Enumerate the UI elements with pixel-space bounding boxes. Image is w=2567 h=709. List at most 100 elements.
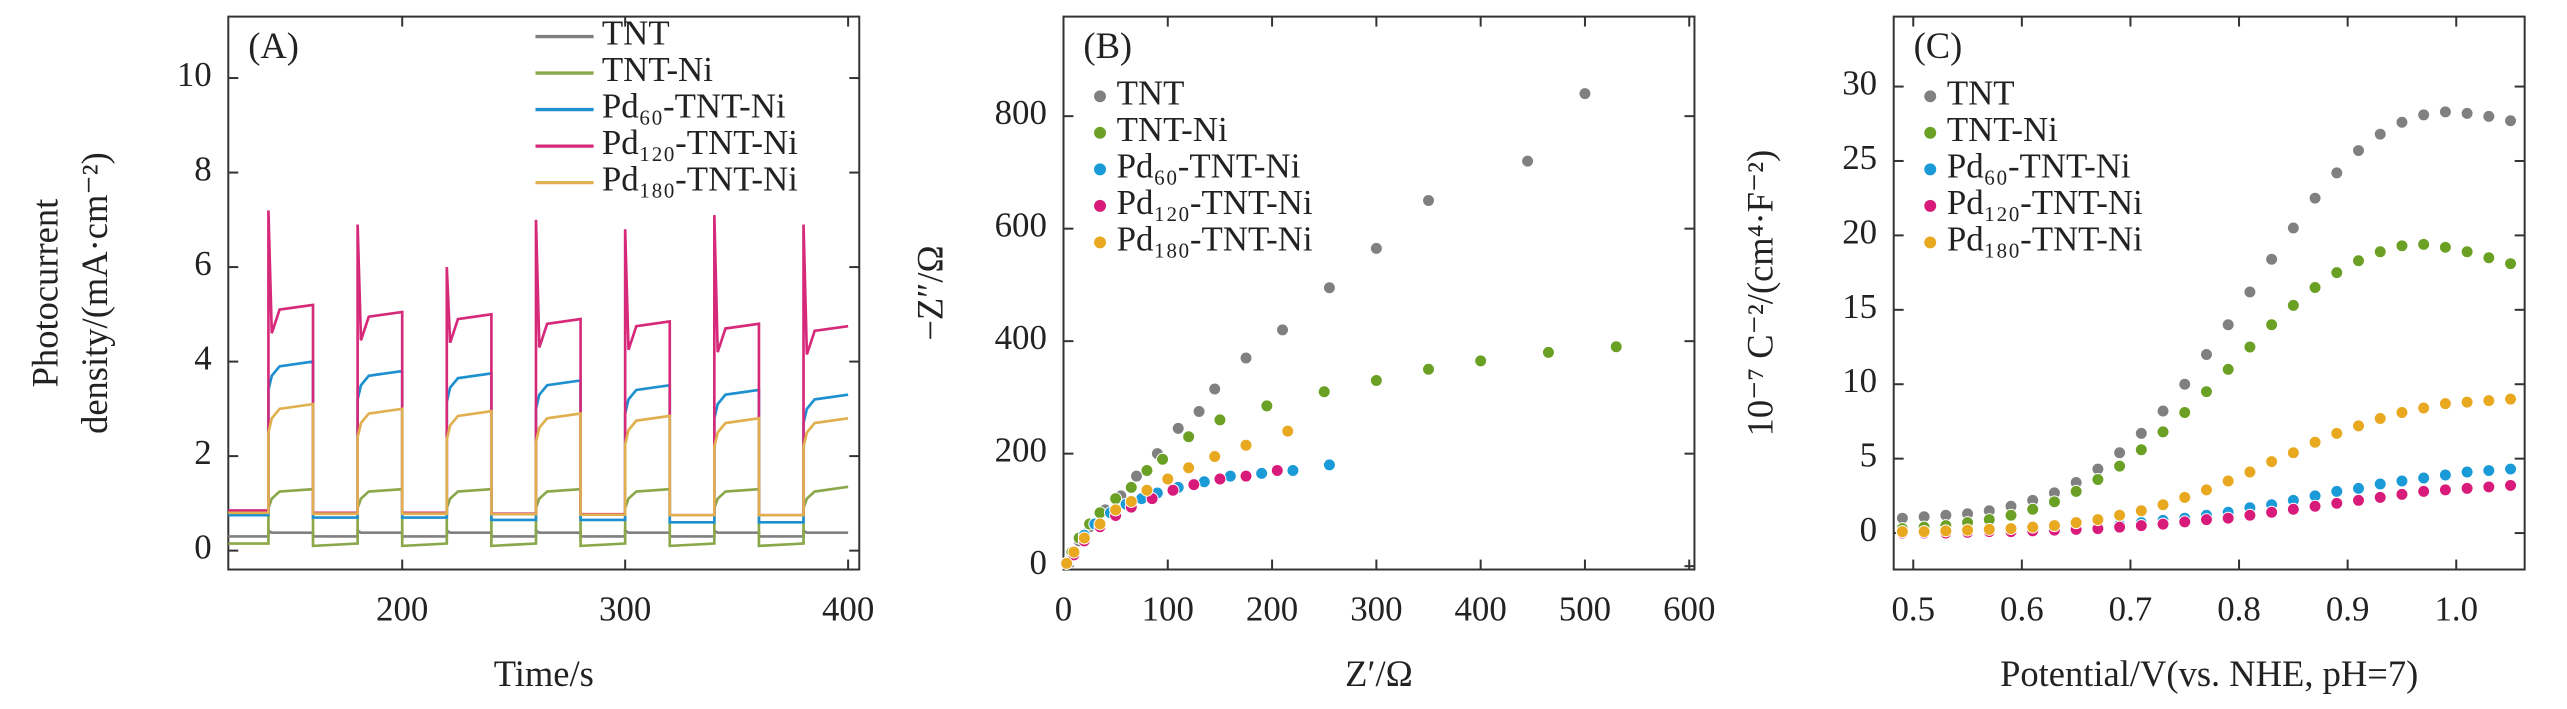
x-axis-title: Potential/V(vs. NHE, pH=7)	[2000, 653, 2418, 694]
legend-label: TNT-Ni	[1117, 110, 1228, 149]
data-point	[2417, 484, 2431, 498]
data-point	[2482, 251, 2496, 265]
data-point	[2221, 318, 2235, 332]
data-point	[2352, 254, 2365, 268]
data-point	[2504, 462, 2518, 476]
legend-label: Pd₆₀-TNT-Ni	[1117, 146, 1301, 185]
data-point	[2156, 498, 2170, 512]
data-point	[2265, 318, 2279, 332]
data-point	[2438, 240, 2452, 254]
y-axis-title: density/(mA·cm⁻²)	[74, 152, 115, 434]
legend-label: TNT	[602, 14, 670, 53]
y-tick-label: 800	[995, 93, 1047, 132]
panel-label: (A)	[248, 25, 299, 66]
data-point	[2156, 517, 2170, 531]
data-point	[2352, 493, 2365, 507]
y-tick-label: 5	[1860, 436, 1877, 475]
data-point	[2156, 404, 2170, 418]
data-point	[2417, 108, 2431, 122]
data-point	[1109, 503, 1123, 517]
legend-label: Pd₁₈₀-TNT-Ni	[602, 160, 798, 199]
data-point	[2243, 285, 2257, 299]
legend-label: Pd₁₂₀-TNT-Ni	[602, 123, 798, 162]
data-point	[1124, 494, 1138, 508]
data-point	[2178, 377, 2192, 391]
data-point	[1213, 472, 1227, 486]
data-point	[1187, 478, 1201, 492]
y-tick-label: 4	[194, 339, 211, 378]
y-tick-label: 0	[194, 528, 211, 567]
data-point	[2504, 392, 2518, 406]
legend-label: Pd₁₈₀-TNT-Ni	[1117, 219, 1313, 258]
data-point	[1060, 556, 1074, 570]
plot-frame	[227, 15, 861, 571]
data-point	[2482, 394, 2496, 408]
data-point	[2047, 519, 2061, 533]
data-point	[1541, 345, 1555, 359]
data-line	[228, 402, 849, 517]
data-point	[2113, 459, 2127, 473]
data-point	[2352, 481, 2365, 495]
data-point	[2199, 385, 2213, 399]
data-point	[2504, 114, 2518, 128]
y-tick-label: 600	[995, 206, 1047, 245]
data-point	[2373, 411, 2387, 425]
data-point	[2004, 522, 2018, 536]
y-tick-label: 15	[1842, 287, 1877, 326]
data-point	[1609, 340, 1623, 354]
x-axis-title: Time/s	[494, 653, 594, 694]
data-point	[2286, 221, 2300, 235]
data-point	[2438, 468, 2452, 482]
x-axis-title: Z′/Ω	[1345, 653, 1413, 694]
data-point	[2113, 520, 2127, 534]
panel-label: (C)	[1914, 25, 1963, 66]
data-point	[1067, 545, 1081, 559]
data-point	[1140, 464, 1154, 478]
data-point	[2069, 516, 2083, 530]
data-point	[2504, 478, 2518, 492]
data-point	[1239, 351, 1253, 365]
data-point	[2134, 443, 2148, 457]
data-point	[2221, 362, 2235, 376]
data-point	[1369, 374, 1383, 388]
data-point	[2352, 419, 2365, 433]
data-point	[2113, 446, 2127, 460]
legend-swatch	[1924, 126, 1937, 139]
data-point	[2460, 106, 2474, 120]
legend-swatch	[1094, 199, 1107, 212]
legend-label: Pd₁₂₀-TNT-Ni	[1947, 183, 2143, 222]
data-point	[2438, 397, 2452, 411]
x-tick-label: 200	[1246, 590, 1298, 629]
data-point	[1182, 430, 1196, 444]
data-point	[1281, 424, 1295, 438]
x-tick-label: 400	[1455, 590, 1507, 629]
x-tick-label: 0.9	[2326, 590, 2370, 629]
data-point	[2265, 252, 2279, 266]
data-point	[1161, 472, 1175, 486]
data-point	[1208, 449, 1222, 463]
legend-swatch	[1924, 236, 1937, 249]
data-point	[2134, 426, 2148, 440]
data-point	[1213, 413, 1227, 427]
data-point	[1239, 438, 1253, 452]
data-point	[2504, 257, 2518, 271]
data-point	[1260, 399, 1274, 413]
data-point	[2026, 502, 2040, 516]
data-point	[2460, 481, 2474, 495]
data-point	[2221, 474, 2235, 488]
data-point	[1322, 458, 1336, 472]
data-point	[2460, 395, 2474, 409]
data-point	[1939, 524, 1953, 538]
data-point	[2308, 191, 2322, 205]
data-point	[1474, 354, 1488, 368]
data-point	[2286, 502, 2300, 516]
data-point	[1239, 469, 1253, 483]
data-point	[2265, 505, 2279, 519]
data-point	[2330, 426, 2344, 440]
data-point	[1166, 483, 1180, 497]
y-tick-label: 25	[1842, 138, 1877, 177]
data-point	[2134, 504, 2148, 518]
data-point	[1156, 452, 1170, 466]
data-point	[1578, 87, 1592, 101]
data-line	[228, 528, 849, 538]
